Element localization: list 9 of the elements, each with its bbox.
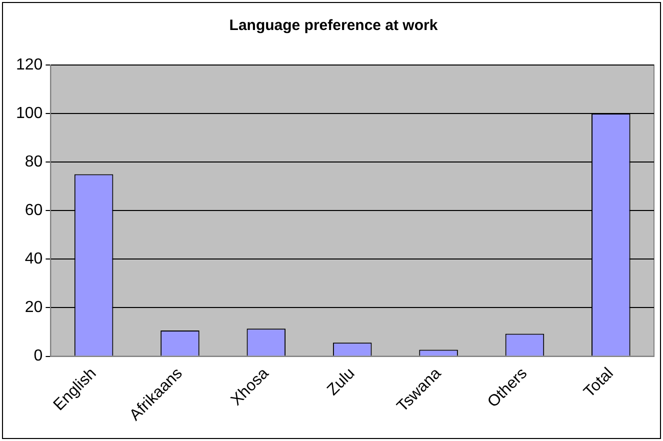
y-tick-label: 0 [34, 348, 43, 365]
y-tick-label: 40 [24, 250, 43, 268]
y-tick-label: 120 [16, 56, 43, 74]
y-tick-label: 80 [24, 153, 43, 170]
y-tick-label: 100 [16, 104, 43, 122]
x-tick-label: Zulu [324, 364, 358, 400]
y-tick-label: 20 [24, 299, 43, 316]
chart-title: Language preference at work [229, 17, 438, 34]
y-tick-label: 60 [24, 202, 43, 220]
